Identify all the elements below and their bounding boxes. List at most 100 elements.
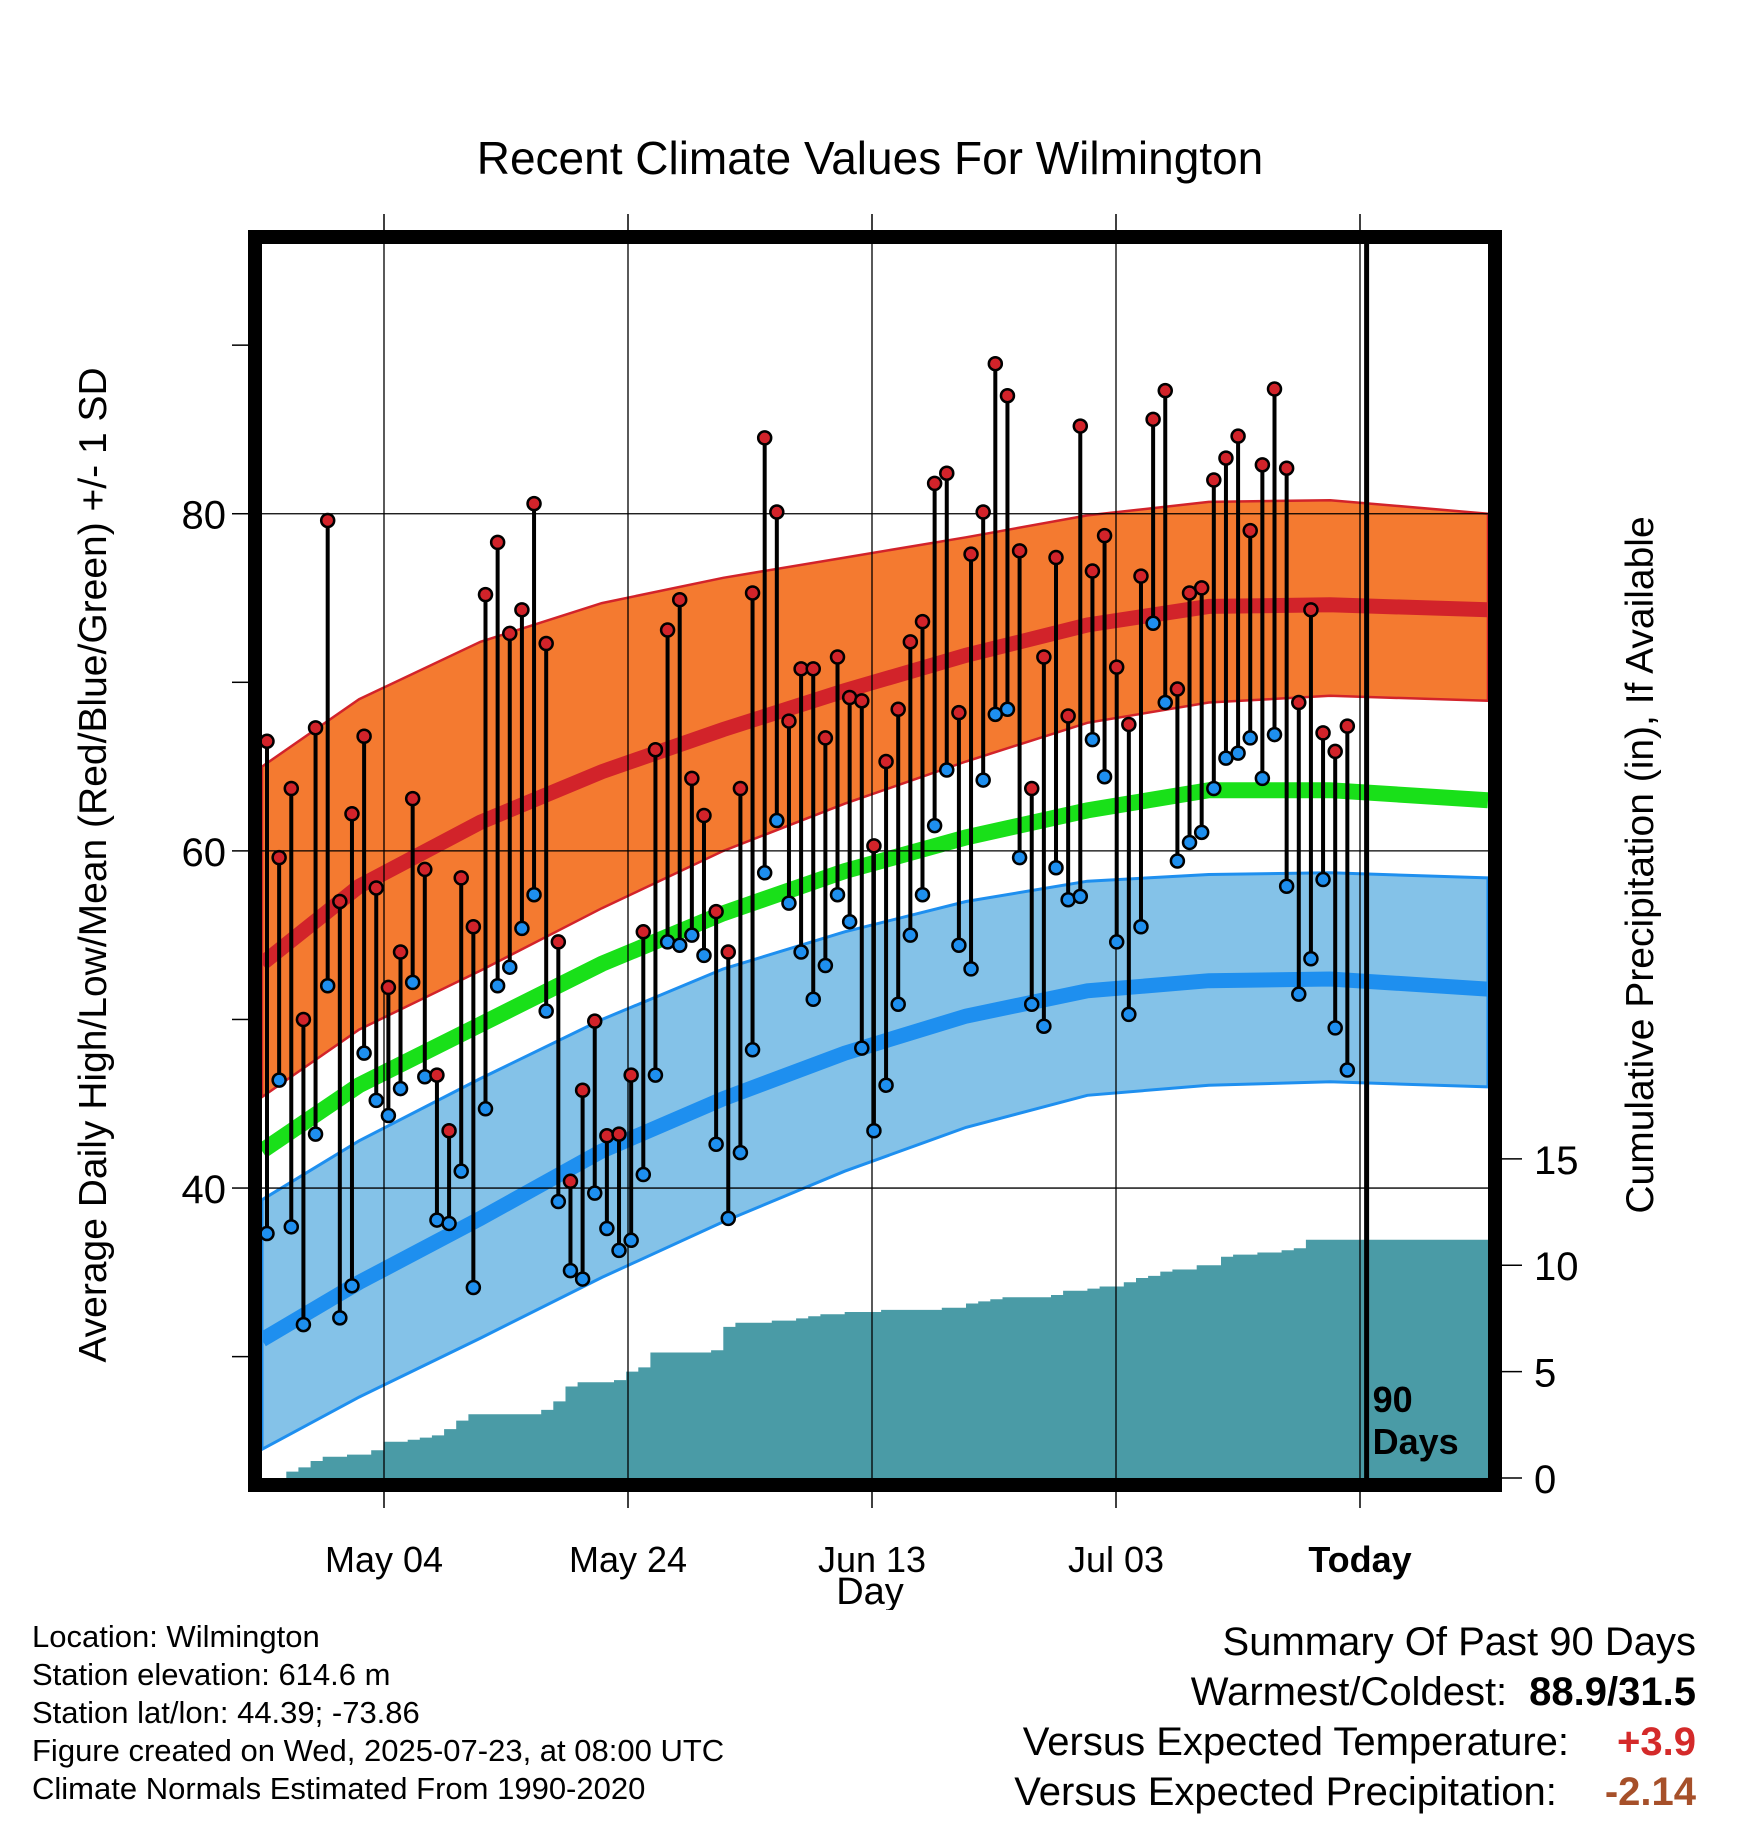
daily-high-point [939,465,955,482]
y2-tick-label: 0 [1534,1458,1556,1502]
daily-high-point [769,504,785,520]
daily-high-point [926,475,943,492]
daily-high-point [1278,460,1295,476]
daily-high-point [441,1122,457,1139]
daily-high-point [1303,602,1319,618]
daily-high-point [489,534,506,551]
daily-low-point [1169,853,1186,869]
daily-low-point [999,701,1016,718]
daily-low-point [574,1271,591,1287]
daily-low-point [417,1069,433,1085]
daily-low-point [1339,1062,1356,1078]
daily-low-point [319,977,336,994]
daily-low-point [453,1163,469,1179]
daily-low-point [1193,824,1210,841]
warmest-coldest-value: 88.9/31.5 [1529,1670,1696,1714]
daily-low-point [1023,996,1040,1013]
daily-high-point [671,591,688,608]
daily-high-point [514,602,530,618]
x-tick-label: May 24 [569,1539,687,1580]
daily-high-point [744,585,761,601]
low-sd-band [262,871,1488,1452]
daily-high-point [805,661,821,677]
daily-high-point [368,880,384,896]
daily-high-point [550,934,567,950]
daily-high-point [1157,382,1174,399]
warmest-coldest-label: Warmest/Coldest: [1190,1670,1508,1714]
daily-high-point [987,355,1004,372]
y-tick-label: 40 [182,1168,227,1212]
daily-high-point [963,546,979,562]
daily-high-point [1096,527,1113,544]
observations [262,355,1356,1333]
daily-low-point [562,1262,579,1279]
temp-departure-label: Versus Expected Temperature: [1022,1720,1570,1764]
latlon-text: Station lat/lon: 44.39; -73.86 [32,1695,420,1730]
daily-high-point [502,625,518,642]
daily-low-point [817,957,834,974]
daily-high-point [1023,780,1040,797]
low-normal-line [262,971,1488,1347]
location-text: Location: Wilmington [32,1619,320,1654]
daily-low-point [781,895,797,911]
daily-low-point [793,944,809,960]
daily-high-point [647,741,664,758]
daily-high-point [781,713,797,729]
daily-high-point [538,635,554,652]
daily-low-point [489,977,506,994]
daily-low-point [890,996,906,1013]
daily-high-point [635,924,652,940]
daily-low-point [1072,888,1089,905]
daily-low-point [744,1042,761,1058]
daily-high-point [829,649,846,665]
daily-low-point [926,817,943,834]
daily-low-point [599,1220,615,1237]
today-days-label: 90 Days [1373,1379,1459,1462]
daily-high-point [380,979,397,996]
daily-high-point [890,701,906,718]
daily-low-point [1303,951,1319,967]
daily-high-point [1266,381,1283,397]
created-text: Figure created on Wed, 2025-07-23, at 08… [32,1733,725,1768]
summary-title: Summary Of Past 90 Days [1222,1620,1696,1664]
daily-high-point [1254,457,1271,473]
warmest-coldest-row: Warmest/Coldest: 88.9/31.5 [1014,1667,1696,1717]
today-days-label-line: Days [1373,1421,1459,1462]
daily-high-point [756,430,773,446]
y-tick-label: 80 [182,494,227,538]
y-axis-label: Average Daily High/Low/Mean (Red/Blue/Gr… [72,367,115,1362]
daily-high-point [817,730,834,746]
y2-tick-label: 5 [1534,1352,1556,1396]
daily-high-point [611,1126,627,1142]
daily-high-point [1339,718,1356,734]
daily-high-point [344,806,360,822]
daily-high-point [307,720,324,736]
daily-low-point [262,1225,275,1242]
climate-chart: Recent Climate Values For Wilmington 90 D… [72,132,1662,1610]
daily-low-point [1048,859,1064,876]
daily-low-point [368,1092,384,1109]
daily-high-point [1036,649,1052,665]
daily-high-point [999,387,1016,404]
elevation-text: Station elevation: 614.6 m [32,1657,391,1692]
daily-high-point [1315,725,1331,741]
daily-high-point [332,893,348,910]
daily-low-point [465,1279,482,1296]
daily-low-point [380,1107,397,1124]
daily-low-point [1327,1020,1343,1036]
daily-low-point [829,886,846,903]
daily-low-point [307,1126,324,1142]
station-info: Location: Wilmington Station elevation: … [32,1618,724,1808]
daily-low-point [963,961,979,977]
daily-low-point [1084,731,1101,748]
daily-low-point [1108,934,1125,950]
daily-low-point [1121,1006,1137,1023]
daily-high-point [319,512,336,529]
daily-low-point [1206,780,1222,797]
daily-high-point [526,495,542,512]
daily-low-point [283,1219,300,1235]
daily-low-point [684,927,700,943]
daily-low-point [671,937,688,954]
daily-high-point [659,622,676,638]
daily-high-point [1133,568,1149,584]
